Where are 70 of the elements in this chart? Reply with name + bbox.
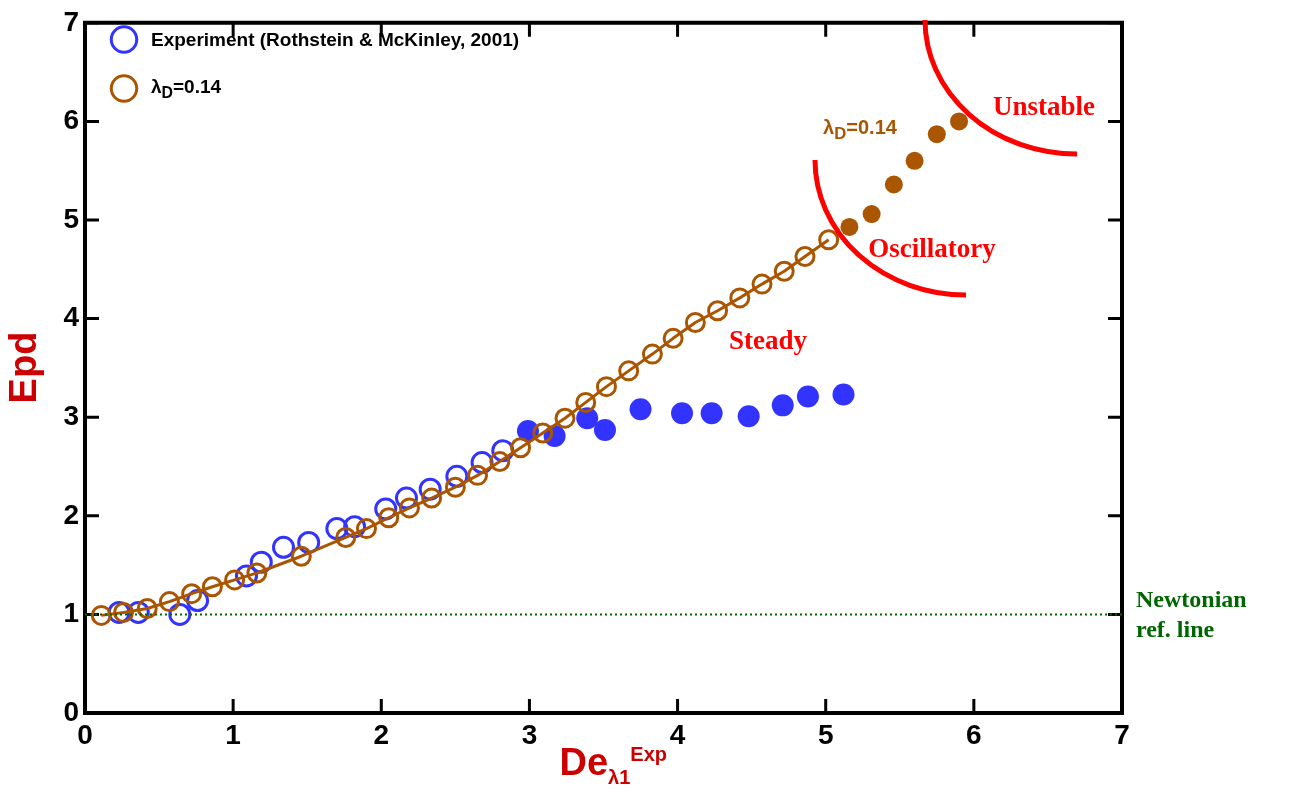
point bbox=[737, 405, 760, 428]
point bbox=[355, 518, 377, 540]
y-tick-label: 4 bbox=[63, 301, 80, 333]
point bbox=[467, 464, 489, 486]
point bbox=[618, 360, 640, 382]
point bbox=[641, 343, 663, 365]
point bbox=[510, 437, 532, 459]
point bbox=[595, 376, 617, 398]
point bbox=[818, 229, 840, 251]
point bbox=[771, 394, 794, 417]
point bbox=[862, 205, 881, 224]
point bbox=[246, 562, 268, 584]
legend-label: λ$_{D}$=0.14 bbox=[151, 75, 222, 102]
point bbox=[794, 245, 816, 267]
point bbox=[884, 175, 903, 194]
x-tick-label: 2 bbox=[373, 718, 390, 750]
x-tick-label: 3 bbox=[521, 718, 538, 750]
point bbox=[113, 601, 135, 623]
x-tick-label: 1 bbox=[225, 718, 241, 750]
point bbox=[707, 300, 729, 322]
point bbox=[335, 526, 357, 548]
point bbox=[444, 476, 466, 498]
point bbox=[224, 569, 246, 591]
point bbox=[421, 487, 443, 509]
point bbox=[671, 402, 694, 425]
annotation: λ$_{D}$=0.14 bbox=[823, 116, 897, 144]
point bbox=[290, 545, 312, 567]
point bbox=[796, 385, 819, 408]
point bbox=[398, 497, 420, 519]
point bbox=[662, 327, 684, 349]
point bbox=[905, 151, 924, 170]
x-tick-label: 7 bbox=[1114, 718, 1130, 750]
point bbox=[700, 402, 723, 425]
y-tick-label: 5 bbox=[63, 202, 79, 234]
point bbox=[927, 125, 946, 144]
point bbox=[729, 287, 751, 309]
point bbox=[773, 260, 795, 282]
point bbox=[950, 112, 969, 131]
ref-line-label: Newtonian ref. line bbox=[1136, 585, 1248, 645]
point bbox=[575, 391, 597, 413]
point bbox=[684, 312, 706, 334]
y-tick-label: 0 bbox=[63, 695, 79, 727]
y-tick-label: 2 bbox=[63, 498, 79, 530]
x-tick-label: 4 bbox=[669, 718, 686, 750]
point bbox=[751, 273, 773, 295]
legend-label: Experiment (Rothstein & McKinley, 2001) bbox=[151, 28, 520, 51]
y-tick-label: 6 bbox=[63, 104, 79, 136]
point bbox=[532, 422, 554, 444]
y-tick-label: 7 bbox=[63, 5, 79, 37]
point bbox=[201, 576, 223, 598]
point bbox=[136, 597, 158, 619]
annotation: Oscillatory bbox=[868, 232, 996, 264]
point bbox=[554, 407, 576, 429]
point bbox=[629, 398, 652, 421]
x-tick-label: 5 bbox=[817, 718, 834, 750]
x-tick-label: 6 bbox=[966, 718, 982, 750]
point bbox=[158, 591, 180, 613]
point bbox=[832, 383, 855, 406]
annotation: Unstable bbox=[992, 90, 1096, 122]
point bbox=[378, 507, 400, 529]
y-axis-title: Epd bbox=[1, 332, 45, 404]
y-tick-label: 1 bbox=[63, 597, 79, 629]
y-tick-label: 3 bbox=[63, 399, 79, 431]
point bbox=[489, 451, 511, 473]
point bbox=[840, 217, 859, 236]
point bbox=[90, 604, 112, 626]
point bbox=[181, 583, 203, 605]
annotation: Steady bbox=[728, 324, 808, 356]
point bbox=[272, 535, 296, 559]
point bbox=[593, 419, 616, 442]
